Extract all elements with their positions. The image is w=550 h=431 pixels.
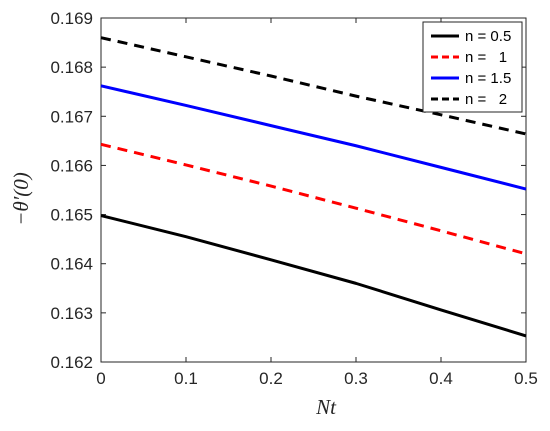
y-axis-ticks: 0.162 0.163 0.164 0.165 0.166 0.167 0.168 0.169	[50, 9, 526, 372]
y-tick-label: 0.162	[50, 353, 93, 372]
y-tick-label: 0.165	[50, 206, 93, 225]
x-axis-ticks: 0 0.1 0.2 0.3 0.4 0.5	[96, 18, 538, 388]
x-tick-label: 0.2	[259, 369, 283, 388]
y-tick-label: 0.167	[50, 107, 93, 126]
x-tick-label: 0	[96, 369, 105, 388]
y-tick-label: 0.168	[50, 58, 93, 77]
series-lines	[100, 36, 527, 338]
series-line-2	[100, 142, 527, 256]
x-tick-label: 0.4	[429, 369, 453, 388]
x-tick-label: 0.5	[514, 369, 538, 388]
legend-label: n = 2	[465, 91, 507, 108]
y-tick-label: 0.163	[50, 304, 93, 323]
series-line-3	[100, 84, 527, 191]
series-line-4	[100, 36, 527, 136]
y-tick-label: 0.164	[50, 255, 93, 274]
legend-label: n = 1	[465, 49, 507, 66]
legend-label: n = 0.5	[465, 28, 511, 45]
legend: n = 0.5 n = 1 n = 1.5 n = 2	[422, 21, 523, 113]
x-tick-label: 0.3	[344, 369, 368, 388]
y-tick-label: 0.166	[50, 156, 93, 175]
legend-label: n = 1.5	[465, 70, 511, 87]
y-axis-label: −θ′(0)	[9, 172, 33, 226]
x-tick-label: 0.1	[174, 369, 198, 388]
series-line-1	[100, 214, 527, 338]
y-tick-label: 0.169	[50, 9, 93, 28]
x-axis-label: Nt	[315, 395, 337, 419]
